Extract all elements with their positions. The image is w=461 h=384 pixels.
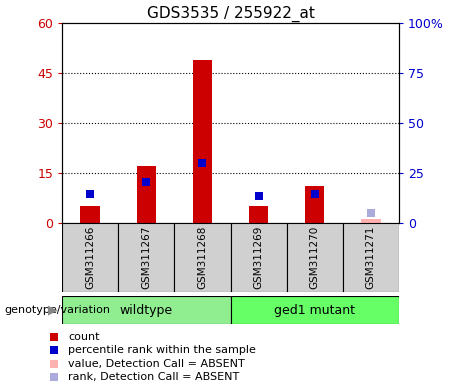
Bar: [287, 223, 343, 292]
Bar: [230, 296, 399, 324]
Text: ▶: ▶: [48, 304, 58, 316]
Title: GDS3535 / 255922_at: GDS3535 / 255922_at: [147, 5, 314, 22]
Text: GSM311269: GSM311269: [254, 225, 264, 289]
Text: GSM311267: GSM311267: [142, 225, 151, 289]
Bar: [62, 223, 118, 292]
Text: wildtype: wildtype: [120, 304, 173, 316]
Bar: [174, 223, 230, 292]
Text: GSM311271: GSM311271: [366, 225, 376, 289]
Text: GSM311270: GSM311270: [310, 226, 319, 289]
Text: ged1 mutant: ged1 mutant: [274, 304, 355, 316]
Bar: [305, 186, 325, 223]
Text: GSM311266: GSM311266: [85, 225, 95, 289]
Bar: [136, 166, 156, 223]
Bar: [343, 223, 399, 292]
Text: percentile rank within the sample: percentile rank within the sample: [68, 345, 256, 356]
Text: GSM311268: GSM311268: [197, 225, 207, 289]
Bar: [193, 60, 212, 223]
Text: genotype/variation: genotype/variation: [5, 305, 111, 315]
Text: value, Detection Call = ABSENT: value, Detection Call = ABSENT: [68, 359, 245, 369]
Bar: [230, 223, 287, 292]
Bar: [81, 206, 100, 223]
Text: count: count: [68, 332, 100, 342]
Text: rank, Detection Call = ABSENT: rank, Detection Call = ABSENT: [68, 372, 240, 382]
Bar: [62, 296, 230, 324]
Bar: [361, 219, 380, 223]
Bar: [249, 206, 268, 223]
Bar: [118, 223, 174, 292]
